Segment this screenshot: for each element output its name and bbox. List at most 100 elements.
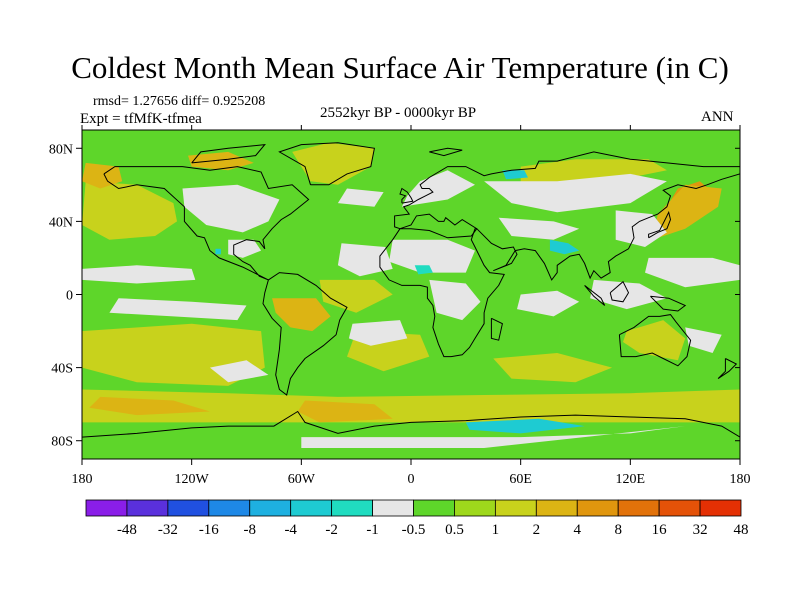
- y-tick-label: 0: [66, 289, 73, 304]
- map-title: Coldest Month Mean Surface Air Temperatu…: [71, 50, 729, 85]
- region-caribbean-cyan: [215, 248, 221, 255]
- colorbar-swatch: [126, 499, 169, 517]
- coastline-svalbard: [429, 147, 463, 157]
- region-indonesia-white: [590, 279, 667, 310]
- period-label: 2552kyr BP - 0000kyr BP: [320, 105, 477, 121]
- coastline-borneo: [609, 280, 630, 303]
- stats-text: rmsd= 1.27656 diff= 0.925208: [93, 94, 266, 109]
- region-arctic-canada-orange: [188, 151, 254, 171]
- colorbar-swatch: [413, 499, 455, 517]
- season-label: ANN: [701, 109, 734, 125]
- region-southern-ocean-orange: [89, 396, 210, 416]
- x-tick-label: 180: [730, 472, 751, 487]
- colorbar-label: 2: [533, 522, 541, 538]
- x-tick-label: 60E: [509, 472, 532, 487]
- coastlines: [82, 142, 740, 438]
- region-indian-ocean-yellow: [493, 353, 613, 383]
- colorbar-label: 48: [734, 522, 749, 538]
- region-asia-white: [484, 173, 667, 213]
- coastline-japan: [648, 210, 672, 239]
- y-tick-label: 80N: [49, 142, 73, 157]
- region-antarctic-cyan: [465, 418, 585, 434]
- y-tick-label: 80S: [51, 435, 73, 450]
- colorbar-label: -4: [284, 522, 297, 538]
- region-west-pacific-white: [645, 257, 740, 288]
- coastline-arctic-islands: [191, 143, 266, 164]
- region-australia-yellow: [623, 320, 686, 361]
- coastline-antarctica: [82, 410, 740, 438]
- colorbar-label: 1: [492, 522, 500, 538]
- colorbar-swatch: [290, 499, 333, 517]
- region-china-white: [615, 210, 667, 247]
- region-indian-white: [517, 290, 580, 317]
- coastline-south-america: [262, 272, 348, 396]
- coastline-africa-eurasia: [379, 151, 740, 358]
- region-bering-orange: [82, 162, 123, 189]
- coastline-new-guinea: [650, 295, 687, 312]
- coastline-sumatra: [584, 285, 606, 306]
- region-japan-orange-light: [652, 184, 722, 240]
- experiment-label: Expt = tfMfK-tfmea: [80, 111, 202, 127]
- colorbar: -48 -32 -16 -8 -4 -2 -1 -0.5 0.5 1 2 4 8 16 32 48: [85, 499, 749, 538]
- colorbar-swatch: [331, 499, 373, 517]
- colorbar-swatch: [85, 499, 128, 517]
- colorbar-swatch: [249, 499, 292, 517]
- coastline-new-zealand: [717, 358, 738, 380]
- region-weddell-orange: [297, 400, 393, 423]
- y-axis: 80N 40N 0 40S 80S: [49, 142, 740, 450]
- colorbar-label: 16: [652, 522, 668, 538]
- region-south-atlantic-white: [348, 320, 408, 346]
- colorbar-swatch: [208, 499, 251, 517]
- region-tibet-cyan: [549, 239, 580, 255]
- colorbar-label: -0.5: [402, 522, 426, 538]
- region-africa-cyan: [414, 265, 433, 275]
- coastline-north-america: [103, 166, 310, 281]
- coastline-mediterranean: [399, 213, 478, 239]
- colorbar-swatch: [372, 499, 414, 517]
- x-axis: 180 120W 60W 0 60E 120E 180: [72, 125, 751, 487]
- colorbar-label: -2: [325, 522, 338, 538]
- x-tick-label: 0: [408, 472, 415, 487]
- contour-fills: [82, 142, 740, 448]
- y-tick-label: 40N: [49, 215, 73, 230]
- region-north-pacific-yellow: [82, 181, 177, 240]
- region-tropical-atlantic-yellow: [319, 279, 393, 313]
- colorbar-label: -8: [244, 522, 257, 538]
- region-central-asia-white: [498, 217, 580, 240]
- coastline-madagascar: [490, 317, 503, 341]
- region-antarctic-white: [301, 426, 686, 448]
- colorbar-label: -16: [199, 522, 219, 538]
- region-atlantic-white: [337, 243, 393, 277]
- region-north-america-white: [182, 184, 280, 233]
- colorbar-label: 4: [574, 522, 582, 538]
- region-greenland-yellow: [292, 142, 375, 185]
- colorbar-swatch: [658, 499, 701, 517]
- colorbar-label: 32: [693, 522, 708, 538]
- colorbar-label: -32: [158, 522, 178, 538]
- region-north-africa-white: [389, 239, 475, 273]
- region-siberia-cyan: [502, 170, 528, 180]
- colorbar-label: 8: [614, 522, 622, 538]
- region-australia-white: [685, 327, 722, 353]
- colorbar-swatch: [535, 499, 578, 517]
- colorbar-swatch: [699, 499, 742, 517]
- region-southern-white: [209, 360, 269, 383]
- y-tick-label: 40S: [51, 362, 73, 377]
- region-pacific-white-2: [82, 265, 196, 284]
- colorbar-swatch: [454, 499, 496, 517]
- region-south-america-orange: [272, 298, 331, 332]
- region-central-africa-white: [429, 279, 481, 321]
- x-tick-label: 60W: [288, 472, 316, 487]
- colorbar-swatch: [617, 499, 660, 517]
- x-tick-label: 180: [72, 472, 93, 487]
- region-north-atlantic-white: [337, 188, 384, 207]
- colorbar-swatch: [167, 499, 210, 517]
- colorbar-label: -48: [117, 522, 137, 538]
- x-tick-label: 120W: [175, 472, 210, 487]
- region-pacific-white-1: [109, 298, 247, 321]
- coastline-australia: [618, 314, 692, 367]
- x-tick-label: 120E: [616, 472, 646, 487]
- colorbar-swatch: [494, 499, 537, 517]
- region-europe-white: [401, 170, 475, 207]
